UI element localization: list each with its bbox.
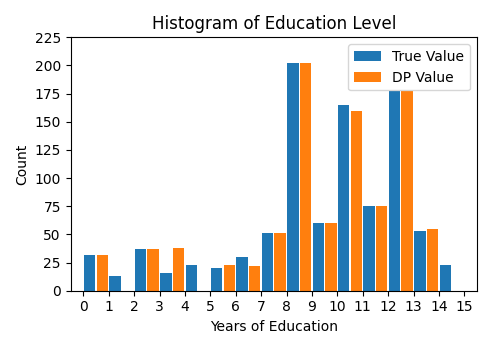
Title: Histogram of Education Level: Histogram of Education Level xyxy=(152,15,396,33)
Bar xyxy=(427,229,438,291)
Bar xyxy=(211,268,222,291)
Bar xyxy=(300,63,311,291)
Bar xyxy=(84,255,95,291)
Bar xyxy=(135,249,146,291)
Bar xyxy=(414,231,426,291)
Bar xyxy=(338,105,349,291)
Bar xyxy=(224,265,235,291)
Bar xyxy=(148,249,159,291)
Bar xyxy=(351,111,362,291)
Bar xyxy=(478,265,489,291)
Bar xyxy=(287,63,299,291)
Bar xyxy=(109,276,121,291)
Bar xyxy=(364,206,375,291)
Bar xyxy=(325,223,337,291)
Bar xyxy=(275,233,286,291)
Bar xyxy=(236,257,248,291)
Bar xyxy=(160,273,172,291)
Bar xyxy=(249,266,260,291)
Bar xyxy=(312,223,324,291)
Bar xyxy=(185,265,197,291)
Y-axis label: Count: Count xyxy=(15,143,29,185)
X-axis label: Years of Education: Years of Education xyxy=(210,320,338,334)
Bar xyxy=(389,91,400,291)
Bar xyxy=(439,265,451,291)
Bar xyxy=(376,206,388,291)
Bar xyxy=(97,255,108,291)
Bar xyxy=(262,233,273,291)
Bar xyxy=(401,91,413,291)
Legend: True Value, DP Value: True Value, DP Value xyxy=(348,44,470,90)
Bar xyxy=(173,248,184,291)
